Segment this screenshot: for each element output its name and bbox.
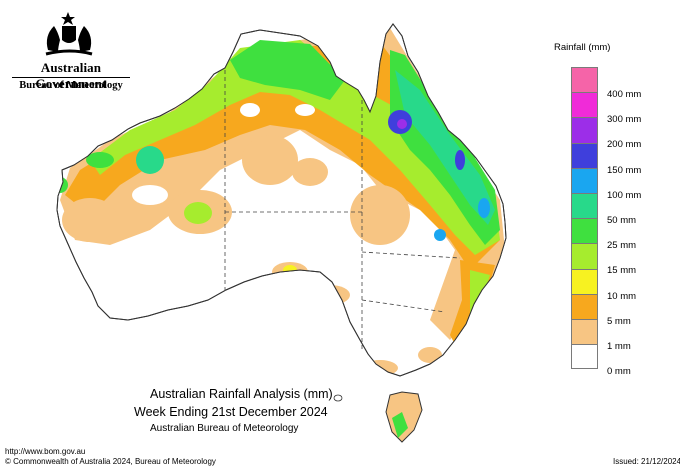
legend-label: 50 mm — [607, 215, 637, 226]
legend-label: 10 mm — [607, 290, 637, 302]
legend-label: 25 mm — [607, 240, 637, 252]
tasmania — [385, 391, 423, 443]
caption-title: Australian Rainfall Analysis (mm) — [150, 387, 333, 401]
legend-swatch — [571, 318, 598, 345]
government-title: Australian Government — [35, 60, 107, 91]
state-borders — [224, 70, 461, 350]
legend-label: 150 mm — [607, 164, 642, 176]
legend-swatch — [571, 218, 598, 244]
coat-of-arms-icon — [45, 12, 93, 56]
legend-swatch — [571, 293, 598, 319]
legend-swatch — [571, 243, 598, 269]
caption-period: Week Ending 21st December 2024 — [134, 405, 328, 419]
legend-label: 15 mm — [607, 265, 637, 277]
rainfall-overlay — [57, 28, 506, 376]
legend-label: 5 mm — [607, 315, 631, 327]
legend-label: 0 mm — [607, 366, 631, 378]
legend-label: 400 mm — [607, 89, 642, 100]
footer-issued: Issued: 21/12/2024 — [613, 457, 680, 466]
legend — [571, 67, 598, 370]
legend-swatch — [571, 268, 598, 294]
legend-swatch — [571, 344, 598, 370]
header-divider — [12, 77, 130, 78]
legend-swatch — [571, 167, 598, 193]
coat-of-arms-logo — [8, 10, 133, 95]
footer-copyright: © Commonwealth of Australia 2024, Bureau… — [5, 457, 216, 466]
legend-swatch — [571, 142, 598, 168]
legend-label: 100 mm — [607, 189, 642, 201]
legend-swatch — [571, 117, 598, 143]
legend-label: 300 mm — [607, 114, 642, 126]
legend-swatch — [571, 92, 598, 118]
footer-url[interactable]: http://www.bom.gov.au — [5, 447, 86, 456]
legend-swatch — [571, 67, 598, 93]
legend-label: 1 mm — [607, 341, 631, 352]
legend-label: 200 mm — [607, 139, 642, 151]
caption-source: Australian Bureau of Meteorology — [150, 423, 299, 434]
legend-swatch — [571, 192, 598, 219]
legend-title: Rainfall (mm) — [554, 42, 611, 53]
bureau-title: Bureau of Meteorology — [19, 80, 123, 91]
